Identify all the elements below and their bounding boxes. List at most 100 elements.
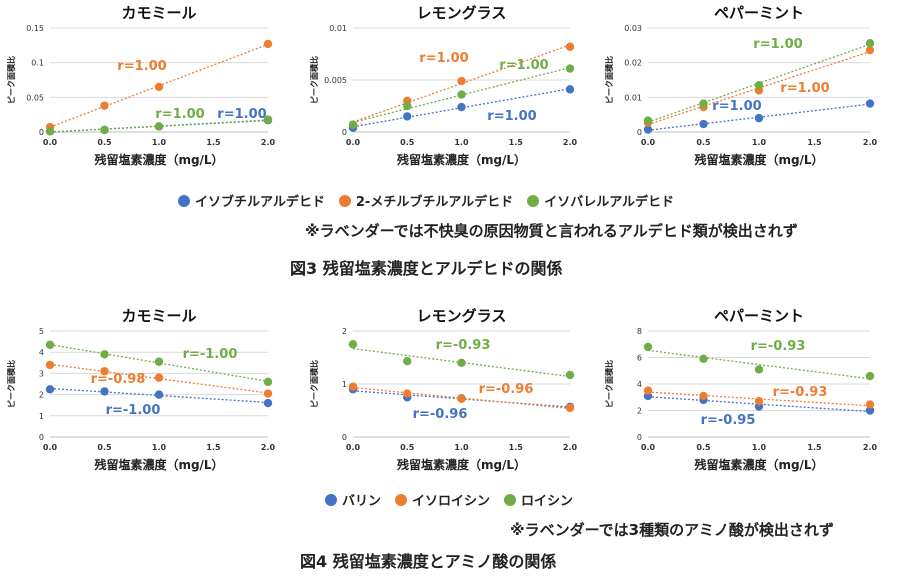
x-tick-label: 0.0 [346, 443, 361, 452]
data-point [403, 357, 412, 366]
data-point [699, 354, 708, 364]
data-point [643, 386, 653, 395]
x-tick-label: 0.0 [641, 443, 656, 452]
data-point [565, 64, 575, 73]
r-value-label: r=-0.93 [751, 339, 806, 354]
data-point [154, 390, 164, 399]
data-point [457, 102, 466, 112]
y-axis-label: ピーク面積比 [309, 56, 319, 104]
data-point [754, 113, 764, 123]
r-value-label: r=-0.93 [773, 385, 828, 400]
r-value-label: r=-1.00 [183, 347, 238, 362]
data-point [45, 127, 55, 136]
x-tick-label: 1.0 [152, 138, 167, 147]
y-tick-label: 2 [342, 327, 347, 336]
y-tick-label: 0 [39, 128, 44, 137]
y-tick-label: 1 [39, 412, 44, 421]
x-tick-label: 0.0 [43, 443, 58, 452]
x-tick-label: 2.0 [261, 138, 276, 147]
legend-label: イソブチルアルデヒド [195, 195, 325, 210]
x-tick-label: 1.5 [509, 138, 524, 147]
r-value-label: r=1.00 [487, 109, 536, 124]
data-point [457, 358, 466, 367]
r-value-label: r=1.00 [780, 81, 829, 96]
fig3-legend-item-1: イソブチルアルデヒド [178, 191, 325, 210]
x-tick-label: 1.5 [206, 443, 221, 452]
data-point [263, 39, 273, 49]
x-tick-label: 2.0 [563, 138, 578, 147]
data-point [643, 342, 653, 352]
data-point [263, 398, 273, 408]
r-value-label: r=1.00 [117, 59, 166, 74]
y-tick-label: 0 [342, 128, 347, 137]
data-point [348, 120, 358, 129]
data-point [263, 377, 273, 387]
x-tick-label: 2.0 [863, 138, 878, 147]
x-tick-label: 0.0 [641, 138, 656, 147]
x-tick-label: 1.0 [454, 138, 469, 147]
data-point [565, 403, 575, 413]
data-point [457, 90, 466, 99]
x-tick-label: 1.5 [807, 443, 822, 452]
x-axis-label: 残留塩素濃度（mg/L） [397, 152, 526, 167]
legend-marker-green [527, 194, 540, 207]
r-value-label: r=1.00 [217, 107, 266, 122]
y-tick-label: 1 [342, 380, 347, 389]
y-tick-label: 3 [39, 369, 44, 378]
data-point [457, 76, 466, 86]
legend-marker-blue [325, 493, 337, 506]
r-value-label: r=1.00 [419, 51, 468, 66]
fig3-legend-item-2: 2-メチルブチルアルデヒド [338, 191, 513, 210]
data-point [100, 367, 109, 376]
trendline [49, 343, 269, 383]
y-tick-label: 0.01 [329, 24, 347, 33]
data-point [45, 360, 55, 370]
x-tick-label: 1.0 [752, 138, 767, 147]
y-tick-label: 2 [39, 391, 44, 400]
x-axis-label: 残留塩素濃度（mg/L） [397, 457, 526, 472]
y-tick-label: 0.02 [624, 59, 642, 68]
y-tick-label: 0.15 [26, 24, 44, 33]
y-axis-label: ピーク面積比 [309, 360, 319, 408]
data-point [699, 99, 708, 108]
data-point [154, 373, 164, 382]
y-tick-label: 0 [637, 128, 642, 137]
data-point [754, 81, 764, 90]
data-point [754, 365, 764, 374]
x-tick-label: 0.0 [346, 138, 361, 147]
data-point [403, 112, 412, 121]
x-axis-label: 残留塩素濃度（mg/L） [694, 152, 823, 167]
y-axis-label: ピーク面積比 [6, 56, 16, 104]
legend-label: イソロイシン [412, 494, 491, 509]
trendline [647, 391, 871, 407]
data-point [100, 387, 109, 396]
legend-marker-orange [395, 493, 408, 506]
chart-title: カモミール [121, 307, 196, 325]
trendline [352, 88, 571, 128]
trendline [647, 396, 871, 413]
trendline [647, 349, 871, 380]
x-tick-label: 0.5 [696, 138, 711, 147]
fig3-legend: イソブチルアルデヒド 2-メチルブチルアルデヒド イソバレルアルデヒド [178, 191, 688, 210]
fig4-legend-item-1: バリン [325, 490, 381, 509]
trendline [352, 67, 571, 124]
x-axis-label: 残留塩素濃度（mg/L） [94, 152, 223, 167]
y-tick-label: 4 [39, 348, 44, 357]
data-point [865, 406, 875, 415]
fig3-caption: 図3 残留塩素濃度とアルデヒドの関係 [290, 259, 563, 278]
chart-title: レモングラス [417, 4, 507, 22]
x-tick-label: 2.0 [863, 443, 878, 452]
r-value-label: r=1.00 [155, 107, 204, 122]
data-point [865, 39, 875, 48]
chart-title: カモミール [121, 4, 196, 22]
data-point [643, 116, 653, 125]
r-value-label: r=-1.00 [106, 403, 161, 418]
chart-title: レモングラス [417, 307, 507, 325]
legend-marker-blue [178, 194, 190, 207]
legend-marker-green [504, 493, 517, 506]
data-point [699, 391, 708, 401]
y-tick-label: 0 [637, 433, 642, 442]
x-axis-label: 残留塩素濃度（mg/L） [94, 457, 223, 472]
y-tick-label: 0 [39, 433, 44, 442]
data-point [100, 350, 109, 359]
